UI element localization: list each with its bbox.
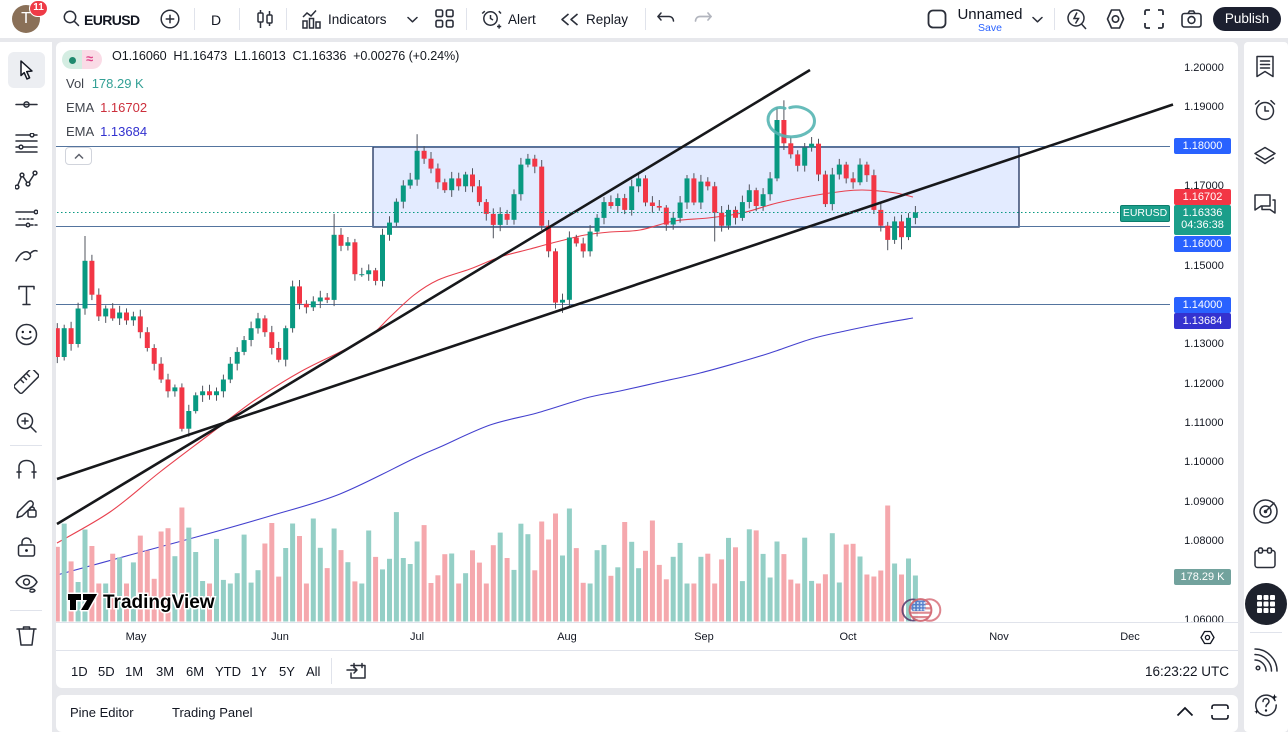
svg-text:TradingView: TradingView [103,592,215,613]
